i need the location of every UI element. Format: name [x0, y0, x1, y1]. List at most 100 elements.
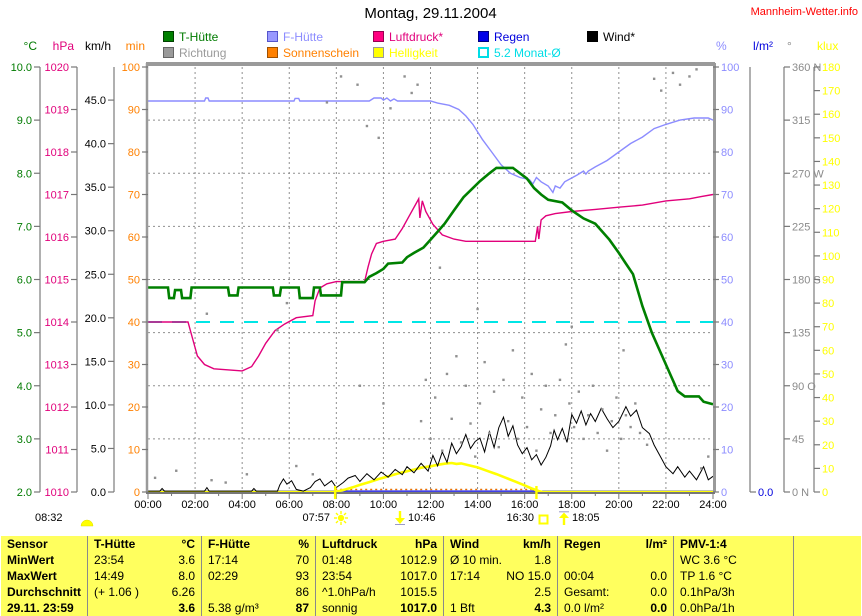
scatter-dot-richtung	[377, 136, 380, 140]
scatter-dot-richtung	[429, 437, 432, 441]
legend-label: Luftdruck*	[389, 29, 444, 44]
axis-tick-label-direction: 135	[792, 328, 810, 340]
scatter-dot-richtung	[483, 360, 486, 364]
axis-tick-label-brightness: 90	[822, 275, 834, 287]
scatter-dot-richtung	[660, 89, 663, 92]
table-header-unit: %	[298, 537, 309, 551]
legend-swatch-f-h-tte-icon	[267, 31, 278, 42]
scatter-dot-richtung	[688, 75, 691, 78]
table-cell	[794, 600, 859, 616]
axis-tick-label-humidity: 70	[721, 190, 733, 202]
cell-value: 0.0	[650, 585, 667, 599]
table-col-pmv-1-4: PMV-1:4 WC 3.6 °C TP 1.6 °C 0.1hPa/3h 0.0hPa…	[673, 536, 793, 616]
cell-value: 93	[295, 569, 309, 583]
axis-tick-label-brightness: 130	[822, 180, 840, 192]
legend-item-luftdruck: Luftdruck*	[373, 29, 444, 44]
scatter-dot-richtung	[419, 419, 423, 423]
cell-label: 0.0 l/m²	[564, 601, 605, 615]
scatter-dot-richtung	[634, 402, 637, 405]
x-tick-label: 02:00	[181, 499, 209, 511]
cell-label	[558, 552, 667, 568]
table-col-sensor: Sensor MinWert MaxWert Durchschnitt 29.11. 2…	[1, 536, 87, 616]
scatter-dot-richtung	[476, 307, 479, 311]
series-helligkeit	[148, 461, 713, 494]
scatter-dot-richtung	[695, 68, 698, 71]
cell-label: 5.38 g/m³	[208, 601, 259, 615]
table-cell: 2.5	[444, 584, 557, 600]
axis-tick-label-sunshine: 90	[128, 105, 140, 117]
x-tick-label: 22:00	[652, 499, 680, 511]
scatter-dot-richtung	[521, 396, 524, 399]
table-col-x	[793, 536, 859, 616]
axis-tick-label-humidity: 100	[721, 62, 739, 74]
table-cell	[558, 552, 673, 568]
axis-tick-label-humidity: 60	[721, 232, 733, 244]
moonset-time-label: 10:46	[408, 512, 436, 524]
table-header-name: Regen	[564, 537, 601, 551]
axis-tick-label-sunshine: 80	[128, 147, 140, 159]
table-row-label: 29.11. 23:59	[7, 601, 74, 615]
moonset-arrow-down-icon	[394, 511, 406, 530]
scatter-dot-richtung	[356, 83, 359, 86]
table-cell: 23:54 3.6	[88, 552, 201, 568]
sunset-square-icon	[538, 513, 550, 531]
legend-swatch-helligkeit-icon	[373, 47, 384, 58]
legend-swatch-5-2-monat-icon	[478, 47, 489, 58]
table-header-name: T-Hütte	[94, 537, 136, 551]
scatter-dot-richtung	[577, 390, 581, 393]
axis-tick-label-wind: 35.0	[85, 182, 106, 194]
scatter-dot-richtung	[382, 402, 385, 405]
legend-item-regen: Regen	[478, 30, 529, 44]
scatter-dot-richtung	[554, 414, 557, 417]
axis-tick-label-wind: 25.0	[85, 269, 106, 281]
cell-value: 1012.9	[400, 553, 437, 567]
table-cell: WC 3.6 °C	[674, 552, 793, 568]
x-tick-label: 14:00	[464, 499, 492, 511]
cell-value: 1017.0	[400, 569, 437, 583]
scatter-dot-richtung	[175, 469, 178, 472]
scatter-dot-richtung	[224, 481, 227, 484]
cell-value: 3.6	[178, 601, 195, 615]
scatter-dot-richtung	[700, 467, 703, 470]
moonrise-time-label: 18:05	[572, 512, 600, 524]
axis-tick-label-brightness: 150	[822, 133, 840, 145]
axis-tick-label-wind: 0.0	[91, 487, 106, 499]
moon-icon	[80, 514, 94, 532]
legend-label: Richtung	[179, 45, 227, 60]
cell-value: 86	[295, 585, 309, 599]
table-header-unit	[853, 536, 859, 552]
cell-label: 0.0hPa/1h	[680, 601, 735, 615]
table-cell: TP 1.6 °C	[674, 568, 793, 584]
legend-label: Helligkeit	[389, 45, 438, 60]
axis-tick-label-sunshine: 70	[128, 190, 140, 202]
axis-unit-sunshine: min	[126, 39, 145, 53]
scatter-dot-richtung	[564, 343, 568, 346]
x-tick-label: 06:00	[275, 499, 303, 511]
table-col-t-h-tte: T-Hütte °C 23:54 3.6 14:49 8.0 (+ 1.06 ) 6.26 3.…	[87, 536, 201, 616]
table-col-regen: Regen l/m² 00:04 0.0 Gesamt: 0.0 0.0 l/m² 0.0	[557, 536, 673, 616]
cell-label: 23:54	[94, 553, 125, 567]
axis-tick-label-pressure: 1018	[45, 147, 69, 159]
scatter-dot-richtung	[572, 425, 576, 429]
cell-value: 0.0	[650, 569, 667, 583]
table-cell: 0.1hPa/3h	[674, 584, 793, 600]
scatter-dot-richtung	[474, 455, 477, 458]
axis-tick-label-sunshine: 20	[128, 402, 140, 414]
legend-label: T-Hütte	[179, 29, 219, 44]
x-tick-label: 24:00	[699, 499, 727, 511]
axis-unit-rain: l/m²	[753, 39, 773, 53]
table-header-unit: hPa	[414, 537, 437, 551]
legend-swatch-sonnenschein-icon	[267, 47, 278, 58]
cell-label: (+ 1.06 )	[94, 585, 140, 599]
axis-tick-label-wind: 5.0	[91, 443, 106, 455]
scatter-dot-richtung	[492, 390, 496, 393]
scatter-dot-richtung	[624, 414, 628, 417]
scatter-dot-richtung	[652, 77, 656, 81]
site-link[interactable]: Mannheim-Wetter.info	[750, 6, 858, 18]
cell-label	[794, 584, 853, 600]
axis-unit-direction: °	[787, 39, 792, 53]
cell-value: 3.6	[178, 553, 195, 567]
cell-label: 01:48	[322, 553, 353, 567]
table-cell: 1 Bft 4.3	[444, 600, 557, 616]
scatter-dot-richtung	[478, 402, 482, 405]
